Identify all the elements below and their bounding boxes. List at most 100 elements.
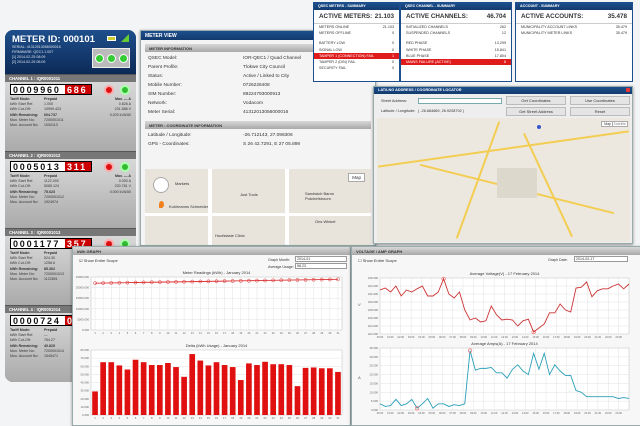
channel-details: Tariff Mode: Prepaid kWh Start Ref. — kWh … bbox=[10, 328, 131, 359]
x-tick-label: 2 bbox=[102, 416, 104, 420]
x-tick-label: 31 bbox=[336, 416, 340, 420]
label: Mun. Meter No: bbox=[10, 348, 35, 353]
x-tick-label: 20:00 bbox=[584, 411, 591, 415]
map-marker-icon[interactable] bbox=[159, 201, 164, 208]
summary-total: 46.704 bbox=[486, 13, 506, 20]
map-type-satellite[interactable]: Satellite bbox=[611, 121, 628, 127]
relay-toggle-icon[interactable] bbox=[120, 85, 130, 95]
data-point bbox=[287, 278, 292, 282]
street-address-input[interactable] bbox=[418, 98, 502, 104]
x-tick-label: 01:00 bbox=[387, 335, 394, 339]
y-tick-label: 15000.000 bbox=[76, 296, 90, 300]
map-label: Markets bbox=[175, 181, 190, 186]
row-label: TAMPER 2 (DIN) FAIL bbox=[319, 60, 356, 65]
map-pan-control[interactable] bbox=[153, 177, 169, 193]
bar bbox=[124, 369, 131, 415]
close-icon[interactable] bbox=[626, 88, 630, 92]
y-tick-label: 60.000 bbox=[80, 364, 89, 368]
bar bbox=[270, 364, 277, 415]
extreme-marker bbox=[531, 329, 536, 335]
get-street-address-button[interactable]: Get Street Address bbox=[506, 107, 566, 116]
average-usage-input[interactable]: 58.23 bbox=[295, 263, 347, 269]
label: Tariff Mode: bbox=[10, 97, 31, 101]
graph-month-label: Graph Month: bbox=[268, 258, 290, 262]
y-tick-label: 10000.000 bbox=[76, 307, 90, 311]
value: 7200001013 bbox=[44, 271, 64, 276]
x-tick-label: 21 bbox=[256, 331, 259, 335]
value: 0.826 A bbox=[118, 102, 131, 107]
chart-title: Delta (kWh Usage) - January 2014 bbox=[186, 343, 248, 348]
x-tick-label: 31 bbox=[337, 331, 340, 335]
y-tick-label: 236.000 bbox=[368, 276, 379, 280]
row-label: SIGNAL LOW bbox=[319, 47, 342, 52]
bar bbox=[229, 367, 236, 415]
summary-row: SUSPENDED CHANNELS 12 bbox=[401, 30, 511, 36]
reset-button[interactable]: Reset bbox=[570, 107, 630, 116]
row-value: 0 bbox=[391, 66, 394, 71]
channel-name: CHANNEL 4 : IQR0001014 bbox=[5, 306, 136, 313]
data-point bbox=[174, 280, 178, 284]
bar bbox=[100, 362, 106, 415]
y-tick-label: 15.000 bbox=[369, 381, 378, 385]
summary-title: ACCOUNT - SUMMARY bbox=[516, 3, 632, 10]
x-tick-label: 11:00 bbox=[491, 335, 498, 339]
x-tick-label: 22 bbox=[264, 331, 267, 335]
field-label: SIM Number: bbox=[148, 92, 177, 97]
meter-location-map[interactable]: Markets Just Tools Sandwich Baron Potche… bbox=[145, 169, 371, 245]
value: 10999.423 bbox=[44, 107, 61, 112]
x-tick-label: 30 bbox=[328, 416, 332, 420]
graph-month-input[interactable]: 2014-01 bbox=[295, 256, 347, 262]
locator-map[interactable]: Map Satellite bbox=[377, 118, 630, 242]
row-value: 21.103 bbox=[382, 25, 394, 29]
row-value: 262 bbox=[499, 25, 506, 29]
x-tick-label: 19:00 bbox=[574, 411, 581, 415]
odometer-fraction: 686 bbox=[65, 85, 91, 95]
x-tick-label: 29 bbox=[320, 331, 323, 335]
value: Prepaid bbox=[44, 328, 58, 332]
row-label: METERS OFFLINE bbox=[319, 31, 351, 36]
data-point bbox=[247, 278, 251, 283]
series-line bbox=[379, 277, 630, 333]
odometer-reading: 0005013 bbox=[13, 162, 61, 172]
data-point bbox=[295, 278, 300, 282]
value: 7200001012 bbox=[44, 194, 64, 199]
row-value: 0 bbox=[391, 41, 394, 46]
x-tick-label: 16:00 bbox=[543, 411, 550, 415]
row-label: SUSPENDED CHANNELS bbox=[406, 31, 451, 36]
x-tick-label: 04:00 bbox=[418, 411, 425, 415]
odometer-fraction: 311 bbox=[65, 162, 91, 172]
y-tick-label: 230.000 bbox=[368, 300, 379, 304]
series-line bbox=[95, 278, 338, 284]
x-tick-label: 07:00 bbox=[449, 411, 456, 415]
channel-name: CHANNEL 1 : IQR0001011 bbox=[5, 75, 136, 82]
get-coordinates-button[interactable]: Get Coordinates bbox=[506, 96, 566, 105]
label: kWh Cut-Off: bbox=[10, 261, 31, 266]
led-icon bbox=[94, 53, 104, 63]
x-tick-label: 19 bbox=[239, 331, 242, 335]
data-point bbox=[149, 280, 154, 285]
row-label: MAINS FAILURE (ACTIVE) bbox=[406, 60, 451, 65]
y-tick-label: 25000.000 bbox=[76, 275, 90, 279]
x-tick-label: 04:00 bbox=[418, 335, 425, 339]
x-tick-label: 16 bbox=[215, 416, 219, 420]
data-point bbox=[133, 280, 138, 285]
relay-toggle-icon[interactable] bbox=[120, 162, 130, 172]
value: 0.000 kVA/50 bbox=[109, 189, 131, 194]
odometer-reading: 0001177 bbox=[13, 239, 61, 249]
graph-date-input[interactable]: 2014-02-17 bbox=[574, 256, 628, 262]
x-tick-label: 3 bbox=[111, 331, 113, 335]
show-entire-scope-checkbox[interactable]: ☐ Show Entire Scope bbox=[358, 258, 397, 263]
warn-indicator-icon[interactable] bbox=[104, 162, 114, 172]
meter-device-panel: METER ID: 000101 SERIAL: 413120130560000… bbox=[5, 30, 136, 382]
bar bbox=[278, 364, 285, 415]
show-entire-scope-checkbox[interactable]: ☑ Show Entire Scope bbox=[79, 258, 118, 263]
use-coordinates-button[interactable]: Use Coordinates bbox=[570, 96, 630, 105]
map-type-button[interactable]: Map bbox=[348, 173, 365, 182]
summary-total: 35.478 bbox=[607, 13, 627, 20]
warn-indicator-icon[interactable] bbox=[104, 85, 114, 95]
map-marker-icon[interactable] bbox=[537, 125, 541, 129]
map-label: Hoofstasie Clinic bbox=[215, 233, 245, 238]
summary-heading: ACTIVE ACCOUNTS: bbox=[521, 13, 584, 20]
x-tick-label: 23 bbox=[272, 416, 276, 420]
x-tick-label: 2 bbox=[102, 331, 104, 335]
